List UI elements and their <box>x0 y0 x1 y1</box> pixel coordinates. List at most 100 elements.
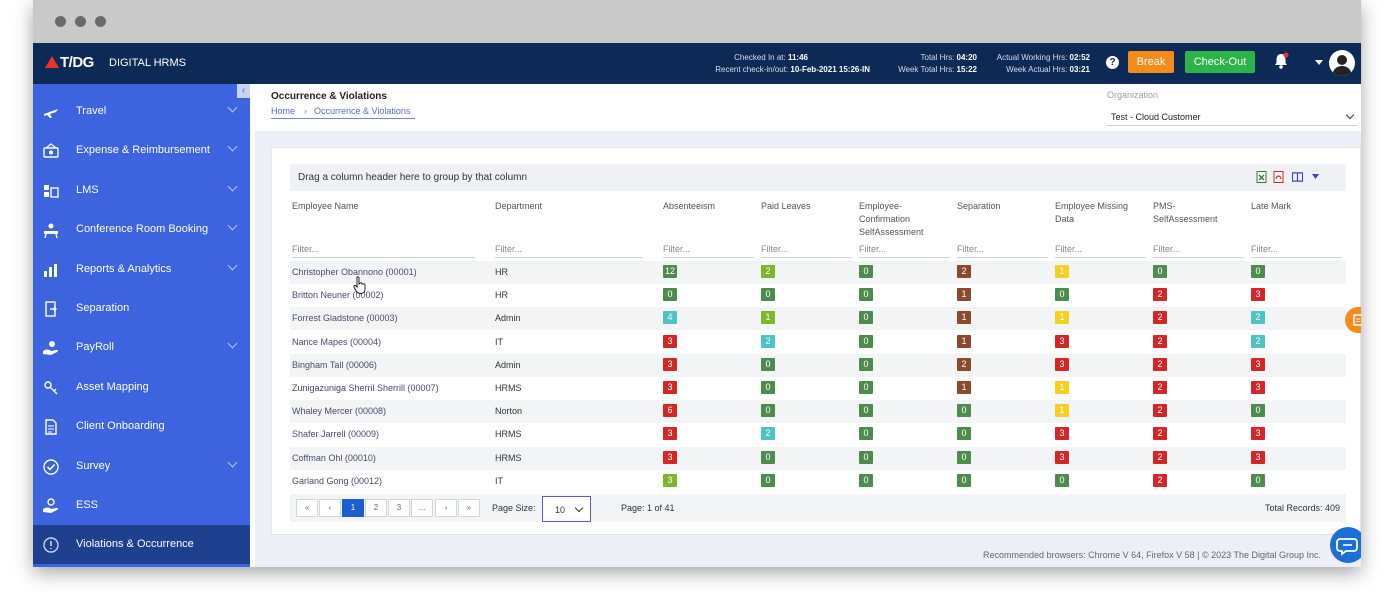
table-row[interactable]: Bingham Tall (00006) Admin 3 0 0 2 3 2 3 <box>290 353 1346 377</box>
count-badge[interactable]: 0 <box>859 404 873 418</box>
column-menu-caret-icon[interactable] <box>1312 174 1319 179</box>
count-badge[interactable]: 0 <box>1251 404 1265 418</box>
count-badge[interactable]: 2 <box>1153 334 1167 348</box>
count-badge[interactable]: 0 <box>859 357 873 371</box>
sidebar-item-reports-analytics[interactable]: Reports & Analytics <box>33 250 250 289</box>
export-pdf-icon[interactable] <box>1273 171 1284 183</box>
count-badge[interactable]: 3 <box>1251 357 1265 371</box>
table-row[interactable]: Coffman Ohl (00010) HRMS 3 0 0 0 3 2 3 <box>290 446 1346 470</box>
count-badge[interactable]: 3 <box>1055 357 1069 371</box>
count-badge[interactable]: 0 <box>957 427 971 441</box>
sidebar-item-survey[interactable]: Survey <box>33 447 250 486</box>
count-badge[interactable]: 0 <box>761 473 775 487</box>
count-badge[interactable]: 12 <box>663 265 677 278</box>
notification-bell-icon[interactable] <box>1273 52 1289 70</box>
count-badge[interactable]: 2 <box>761 427 775 441</box>
user-menu-caret-icon[interactable] <box>1315 60 1323 65</box>
count-badge[interactable]: 0 <box>957 450 971 464</box>
table-row[interactable]: Forrest Gladstone (00003) Admin 4 1 0 1 1 2 2 <box>290 307 1346 331</box>
employee-name-link[interactable]: Garland Gong (00012) <box>292 475 383 486</box>
count-badge[interactable]: 3 <box>663 450 677 464</box>
pager-last-button[interactable]: » <box>458 499 480 517</box>
count-badge[interactable]: 3 <box>663 357 677 371</box>
breadcrumb-current[interactable]: Occurrence & Violations <box>314 106 411 116</box>
table-row[interactable]: Garland Gong (00012) IT 3 0 0 0 0 2 0 <box>290 470 1346 493</box>
count-badge[interactable]: 0 <box>1055 473 1069 487</box>
count-badge[interactable]: 2 <box>1153 404 1167 418</box>
count-badge[interactable]: 1 <box>761 311 775 325</box>
side-widget-tab[interactable] <box>1345 307 1361 333</box>
count-badge[interactable]: 0 <box>859 288 873 302</box>
count-badge[interactable]: 0 <box>761 404 775 418</box>
breadcrumb-home[interactable]: Home <box>271 106 296 116</box>
table-row[interactable]: Shafer Jarrell (00009) HRMS 3 2 0 0 3 2 3 <box>290 423 1346 446</box>
count-badge[interactable]: 3 <box>1251 450 1265 464</box>
sidebar-item-violations-occurrence[interactable]: Violations & Occurrence <box>33 525 250 565</box>
count-badge[interactable]: 3 <box>1055 334 1069 348</box>
sidebar-item-client-onboarding[interactable]: Client Onboarding <box>33 407 250 446</box>
column-filter-input[interactable]: Filter... <box>663 244 754 258</box>
count-badge[interactable]: 2 <box>1153 357 1167 371</box>
employee-name-link[interactable]: Whaley Mercer (00008) <box>292 406 387 417</box>
sidebar-item-conference-room-booking[interactable]: Conference Room Booking <box>33 210 250 249</box>
pager-prev-button[interactable]: ‹ <box>319 499 341 517</box>
count-badge[interactable]: 1 <box>1055 381 1069 394</box>
column-header-separation[interactable]: Separation <box>957 201 1001 211</box>
count-badge[interactable]: 0 <box>761 381 775 394</box>
sidebar-item-ess[interactable]: ESS <box>33 486 250 525</box>
column-header-late-mark[interactable]: Late Mark <box>1251 201 1292 211</box>
count-badge[interactable]: 0 <box>859 311 873 325</box>
count-badge[interactable]: 0 <box>761 357 775 371</box>
column-filter-input[interactable]: Filter... <box>761 244 852 258</box>
column-header-absenteeism[interactable]: Absenteeism <box>663 201 716 211</box>
break-button[interactable]: Break <box>1128 51 1174 73</box>
pager-next-button[interactable]: › <box>435 499 457 517</box>
employee-name-link[interactable]: Zunigazuniga Sherril Sherrill (00007) <box>292 383 439 393</box>
count-badge[interactable]: 2 <box>1153 450 1167 464</box>
sidebar-item-asset-mapping[interactable]: Asset Mapping <box>33 368 250 407</box>
employee-name-link[interactable]: Britton Neuner (00002) <box>292 290 384 301</box>
count-badge[interactable]: 2 <box>1153 473 1167 487</box>
count-badge[interactable]: 0 <box>859 265 873 278</box>
column-header-employee-name[interactable]: Employee Name <box>292 201 359 211</box>
count-badge[interactable]: 2 <box>1153 427 1167 441</box>
employee-name-link[interactable]: Bingham Tall (00006) <box>292 359 377 370</box>
column-header-pms-selfassessment[interactable]: PMS-SelfAssessment <box>1153 201 1218 224</box>
count-badge[interactable]: 3 <box>663 334 677 348</box>
window-dot-maximize[interactable] <box>95 16 106 27</box>
pager-page-button[interactable]: 2 <box>365 499 387 517</box>
pager-page-button[interactable]: 3 <box>388 499 410 517</box>
column-filter-input[interactable]: Filter... <box>1153 244 1244 258</box>
employee-name-link[interactable]: Christopher Obannono (00001) <box>292 267 417 277</box>
count-badge[interactable]: 2 <box>1251 334 1265 348</box>
count-badge[interactable]: 3 <box>663 427 677 441</box>
column-filter-input[interactable]: Filter... <box>1251 244 1342 258</box>
column-header-department[interactable]: Department <box>495 201 543 211</box>
count-badge[interactable]: 1 <box>957 334 971 348</box>
count-badge[interactable]: 0 <box>1251 473 1265 487</box>
count-badge[interactable]: 2 <box>1153 311 1167 325</box>
company-logo[interactable]: T/DG <box>45 54 94 71</box>
count-badge[interactable]: 0 <box>957 473 971 487</box>
column-filter-input[interactable]: Filter... <box>292 244 475 258</box>
employee-name-link[interactable]: Forrest Gladstone (00003) <box>292 313 398 324</box>
export-excel-icon[interactable] <box>1256 171 1267 183</box>
employee-name-link[interactable]: Nance Mapes (00004) <box>292 336 382 347</box>
count-badge[interactable]: 2 <box>761 265 775 278</box>
column-filter-input[interactable]: Filter... <box>495 244 643 258</box>
table-row[interactable]: Britton Neuner (00002) HR 0 0 0 1 0 2 3 <box>290 284 1346 307</box>
checkout-button[interactable]: Check-Out <box>1185 51 1255 73</box>
count-badge[interactable]: 2 <box>957 357 971 371</box>
table-row[interactable]: Christopher Obannono (00001) HR 12 2 0 2 1 0 0 <box>290 261 1346 284</box>
count-badge[interactable]: 0 <box>663 288 677 302</box>
employee-name-link[interactable]: Coffman Ohl (00010) <box>292 452 376 463</box>
count-badge[interactable]: 2 <box>1251 311 1265 325</box>
count-badge[interactable]: 3 <box>1251 288 1265 302</box>
column-filter-input[interactable]: Filter... <box>957 244 1048 258</box>
employee-name-link[interactable]: Shafer Jarrell (00009) <box>292 429 380 440</box>
sidebar-item-payroll[interactable]: PayRoll <box>33 328 250 367</box>
sidebar-collapse-button[interactable]: ‹ <box>237 84 250 98</box>
organization-select[interactable]: Test - Cloud Customer <box>1107 108 1357 126</box>
count-badge[interactable]: 3 <box>663 381 677 394</box>
sidebar-item-lms[interactable]: LMS <box>33 171 250 210</box>
